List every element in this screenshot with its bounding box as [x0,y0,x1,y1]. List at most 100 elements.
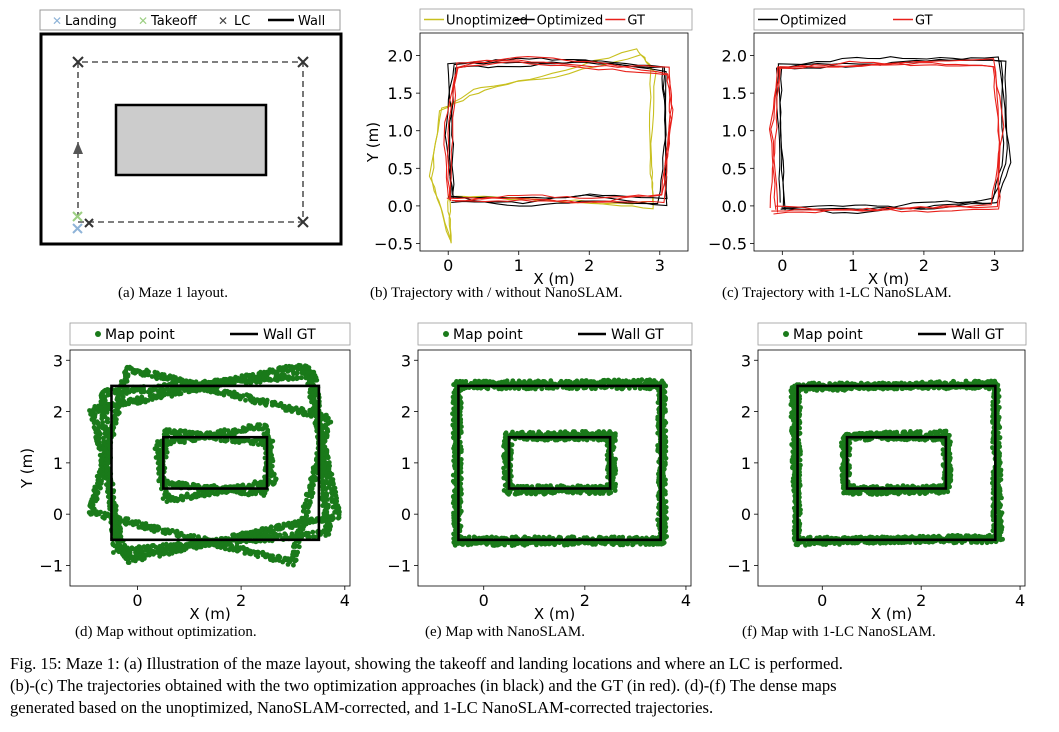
plot-frame [419,32,689,252]
legend-marker-map-point [443,331,449,337]
map-point [305,370,310,375]
map-point [264,373,270,379]
map-point [324,502,330,508]
map-point [280,376,286,382]
map-point [244,380,249,386]
map-point [257,425,263,431]
map-point [215,391,221,396]
map-point [98,462,104,468]
map-point [548,378,554,384]
map-point [144,367,150,373]
map-point [263,526,269,531]
panel-c-trajectory-plot: 0 1 2 3−0.50.00.51.01.52.0X (m)Optimized GT [708,8,1025,288]
maze-outer-wall [39,32,343,246]
panel-b-trajectory-plot: 0 1 2 3−0.50.00.51.01.52.0X (m)Y (m)Unoptim… [364,8,693,288]
map-point [159,547,164,553]
map-point [168,392,174,397]
map-point [130,369,136,375]
lc-marker-icon: ✕ [218,14,228,28]
map-point [93,430,99,435]
map-point [300,370,306,375]
map-point [114,397,120,402]
y-tick-label: 1.5 [388,84,413,103]
map-point [156,394,161,400]
map-point [151,551,156,557]
y-tick-label: 0.0 [388,197,413,216]
map-point [248,425,254,431]
map-point [272,377,278,382]
map-point [588,379,593,385]
map-point [312,474,318,480]
map-point [145,389,151,395]
y-tick-label: 2 [53,403,63,422]
legend-label: Map point [453,327,523,343]
map-point [172,391,178,397]
x-tick-label: 2 [236,591,246,610]
map-point [149,394,154,400]
map-point [277,403,283,408]
x-tick-label: 1 [514,256,524,275]
legend-label: Wall GT [263,327,316,343]
map-point [166,496,172,501]
x-axis-label: X (m) [868,270,909,288]
map-point [127,397,133,403]
map-point [534,542,539,548]
map-point [271,528,276,534]
map-point [218,438,224,444]
map-point [138,389,144,395]
map-point [115,529,120,534]
map-point [114,547,120,553]
map-point [187,389,193,394]
map-point [91,424,97,430]
legend-label: Unoptimized [446,14,528,29]
map-point [307,408,313,413]
map-point [127,549,133,554]
y-tick-label: 0 [401,505,411,524]
map-point [261,431,267,437]
map-point [663,499,669,504]
map-point [324,491,330,497]
map-point [143,399,148,405]
map-point [504,378,510,384]
y-tick-label: 1 [401,454,411,473]
map-point [147,552,152,558]
map-point [156,478,162,484]
map-point [323,423,329,429]
map-point [517,379,523,385]
map-point [305,375,310,381]
map-point [552,541,558,546]
map-point [247,551,252,556]
map-point [112,543,118,549]
map-point [123,520,128,526]
map-point [228,542,234,547]
map-point [328,478,333,484]
panel-a-legend-box [39,9,341,31]
map-point [273,532,279,537]
x-tick-label: 0 [777,256,787,275]
legend-label: Map point [105,327,175,343]
legend-label: Optimized [537,14,604,29]
map-point [276,365,281,371]
legend-box [419,8,693,31]
legend-marker-map-point [95,331,101,337]
landing-marker-icon: ✕ [52,14,62,28]
map-point [214,540,220,546]
maze-inner-obstacle [114,103,268,177]
map-point [286,520,292,526]
map-point [264,397,270,403]
map-point [233,394,239,400]
map-point [309,516,314,522]
map-point [121,549,127,555]
figure-canvas: ✕ Landing ✕ Takeoff ✕ LC Wall 0 1 2 3−0.50.… [18,8,1027,623]
map-point [334,510,340,515]
series-line-gt [768,62,1000,212]
map-point [319,452,324,458]
map-point [178,439,184,445]
map-point [306,534,312,540]
y-tick-label: 3 [401,351,411,370]
map-point [95,420,101,426]
map-point [169,550,175,556]
map-point [294,530,300,536]
map-point [662,513,667,519]
